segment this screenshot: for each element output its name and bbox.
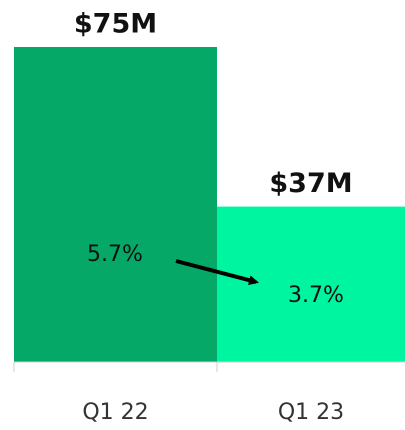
x-tick-label: Q1 23	[278, 400, 344, 425]
annotation: 5.7%	[87, 242, 143, 267]
arrow	[175, 259, 259, 286]
value-label: $37M	[269, 168, 352, 199]
value-label: $75M	[74, 9, 157, 40]
bar	[14, 47, 217, 362]
annotation: 3.7%	[288, 283, 344, 308]
x-tick-label: Q1 22	[82, 400, 148, 425]
bars	[14, 47, 405, 362]
